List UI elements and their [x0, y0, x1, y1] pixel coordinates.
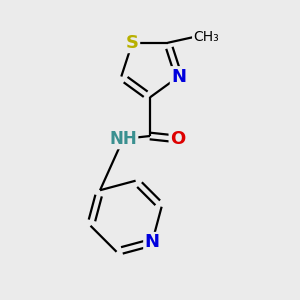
Text: O: O	[170, 130, 185, 148]
Text: S: S	[126, 34, 139, 52]
Text: N: N	[145, 233, 160, 251]
Text: CH₃: CH₃	[193, 30, 218, 44]
Text: N: N	[171, 68, 186, 85]
Text: NH: NH	[109, 130, 137, 148]
